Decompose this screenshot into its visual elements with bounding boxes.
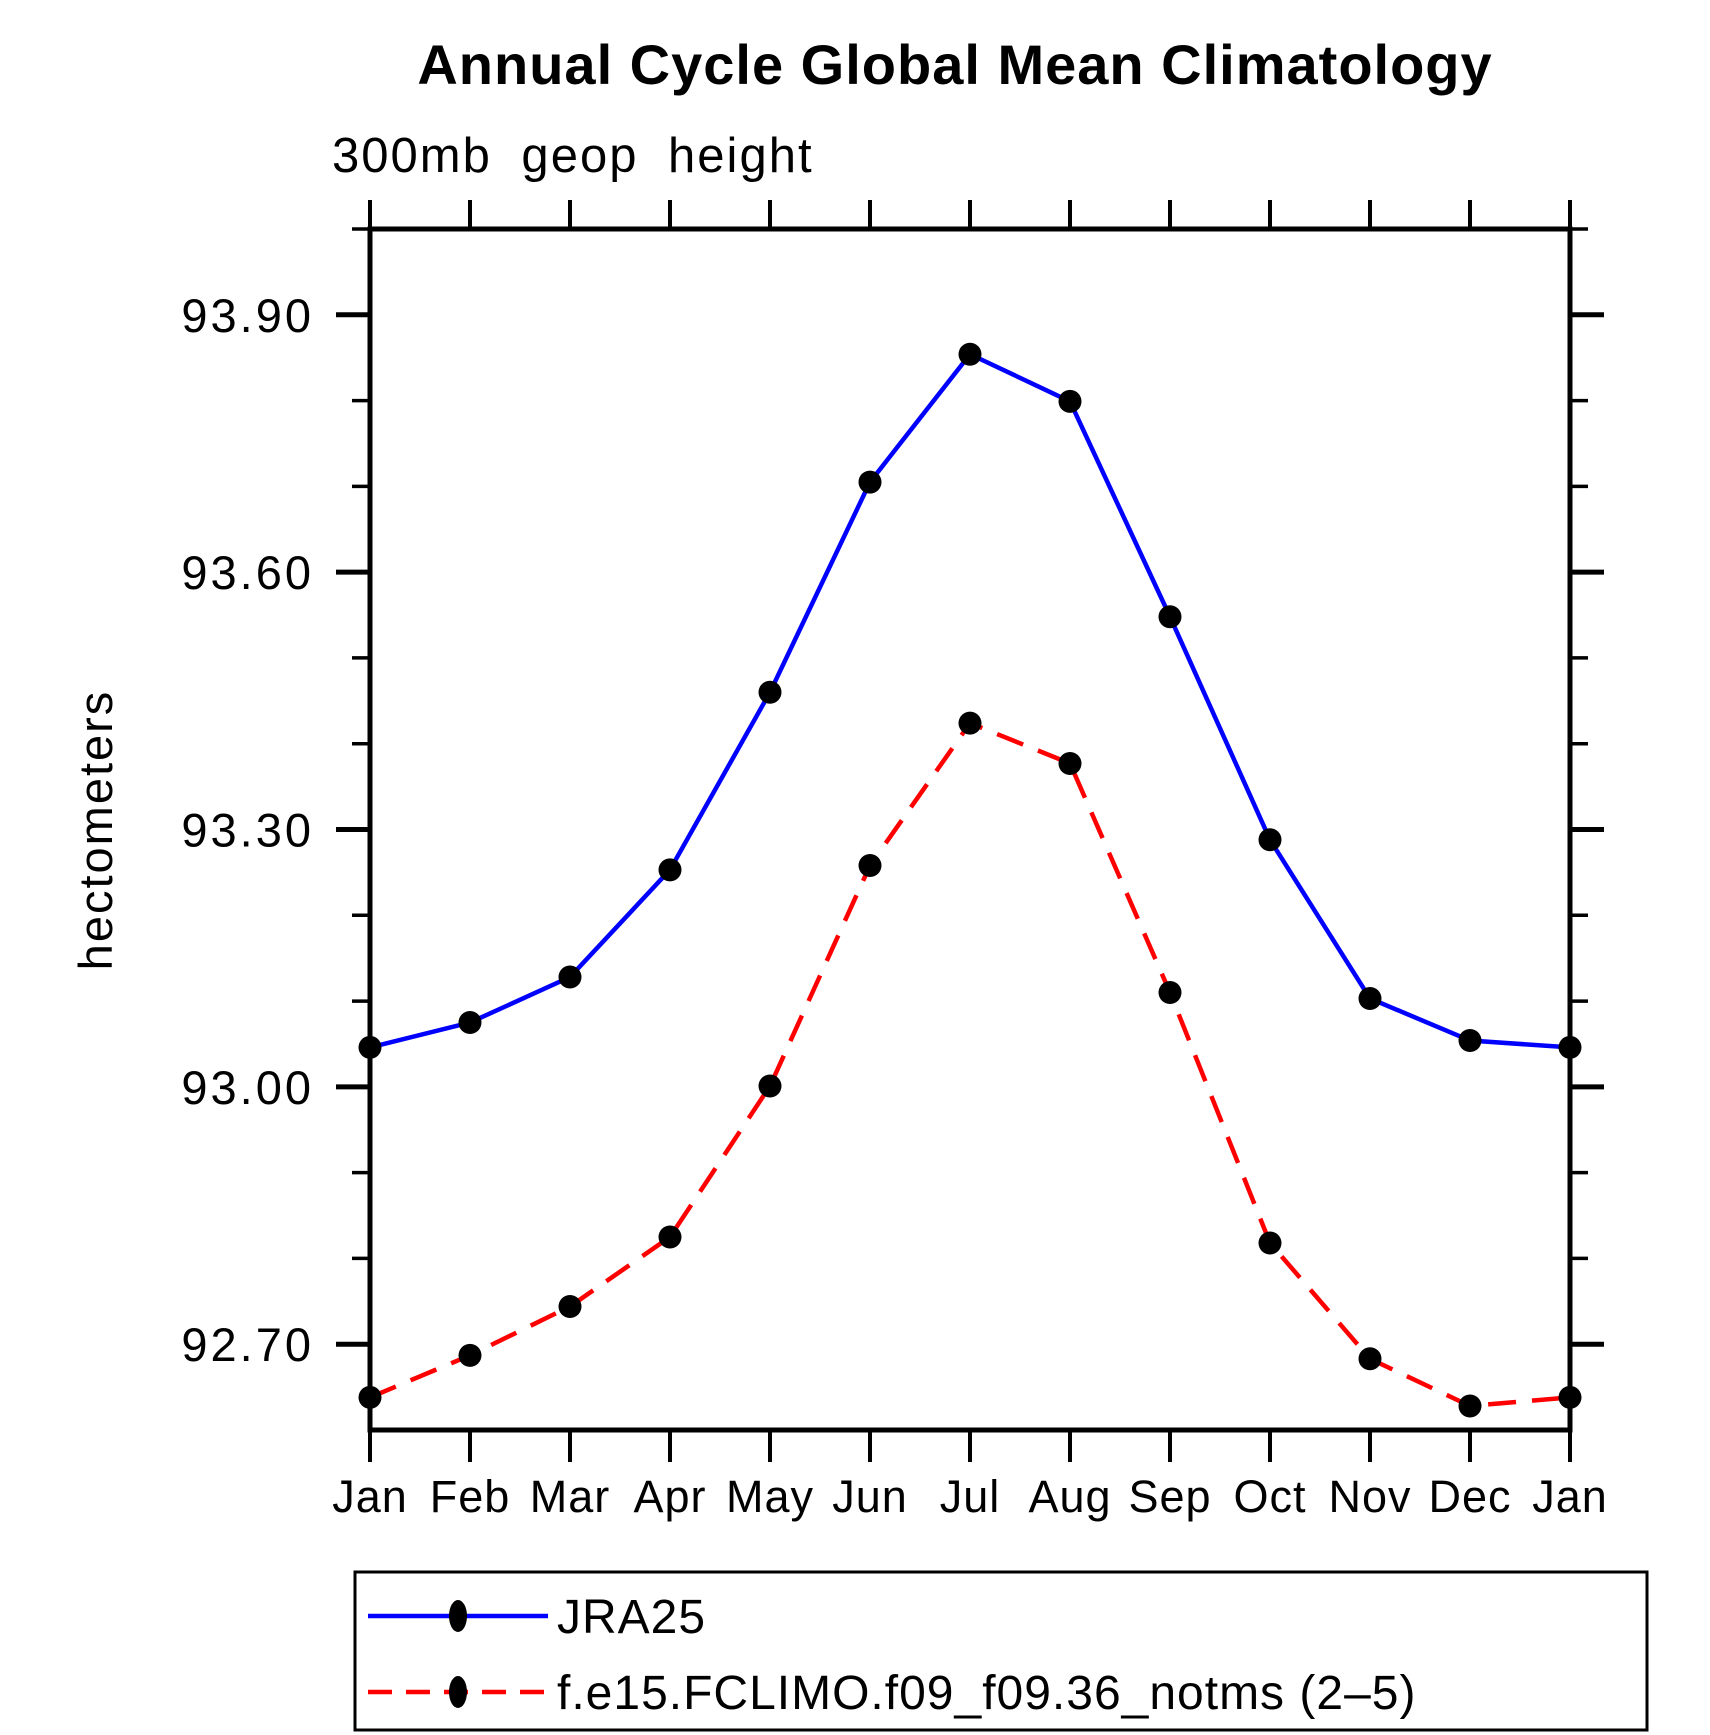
data-point-marker <box>1458 1029 1482 1053</box>
chart-title: Annual Cycle Global Mean Climatology <box>417 33 1492 96</box>
data-point-marker <box>558 965 582 989</box>
y-axis-label: hectometers <box>69 690 122 971</box>
legend: JRA25 f.e15.FCLIMO.f09_f09.36_notms (2–5) <box>353 1570 1649 1732</box>
data-point-marker <box>1058 751 1082 775</box>
data-point-marker <box>1258 1231 1282 1255</box>
x-tick-label: Sep <box>1128 1471 1211 1522</box>
legend-label: f.e15.FCLIMO.f09_f09.36_notms (2–5) <box>557 1667 1416 1720</box>
legend-marker <box>449 1676 467 1708</box>
x-tick-label: Feb <box>430 1471 511 1522</box>
data-point-marker <box>458 1343 482 1367</box>
x-tick-label: Jan <box>332 1471 408 1522</box>
data-point-marker <box>358 1385 382 1409</box>
y-tick-label: 93.60 <box>181 546 314 599</box>
data-point-marker <box>458 1011 482 1035</box>
x-tick-label: Apr <box>633 1471 706 1522</box>
data-point-marker <box>958 342 982 366</box>
plot-area: Jan Feb Mar Apr May Jun Jul Aug Sep Oct Nov Dec Jan 9… <box>181 200 1607 1522</box>
x-tick-label: Nov <box>1328 1471 1411 1522</box>
y-tick-label: 93.00 <box>181 1061 314 1114</box>
x-tick-label: May <box>726 1471 814 1522</box>
data-point-marker <box>1558 1035 1582 1059</box>
y-tick-label: 93.90 <box>181 289 314 342</box>
data-point-marker <box>1358 1347 1382 1371</box>
data-point-marker <box>1358 986 1382 1010</box>
x-tick-label: Jan <box>1532 1471 1608 1522</box>
x-tick-label: Aug <box>1028 1471 1111 1522</box>
data-point-marker <box>658 858 682 882</box>
legend-label: JRA25 <box>557 1591 706 1644</box>
x-tick-label: Jul <box>940 1471 1001 1522</box>
data-point-marker <box>1558 1385 1582 1409</box>
x-tick-label: Mar <box>530 1471 611 1522</box>
x-tick-label: Dec <box>1428 1471 1511 1522</box>
data-point-marker <box>958 711 982 735</box>
data-point-marker <box>1158 605 1182 629</box>
data-point-marker <box>1458 1394 1482 1418</box>
legend-marker <box>449 1600 467 1632</box>
legend-box <box>353 1570 1649 1732</box>
data-point-marker <box>358 1035 382 1059</box>
data-point-marker <box>558 1294 582 1318</box>
y-tick-label: 92.70 <box>181 1318 314 1371</box>
x-tick-label: Jun <box>832 1471 908 1522</box>
y-tick-label: 93.30 <box>181 804 314 857</box>
data-point-marker <box>858 470 882 494</box>
data-point-marker <box>758 1074 782 1098</box>
data-point-marker <box>658 1225 682 1249</box>
data-point-marker <box>858 854 882 878</box>
data-point-marker <box>1058 389 1082 413</box>
chart-subtitle: 300mb geop height <box>332 129 814 183</box>
data-point-marker <box>1158 980 1182 1004</box>
data-point-marker <box>758 680 782 704</box>
x-tick-label: Oct <box>1233 1471 1306 1522</box>
data-point-marker <box>1258 828 1282 852</box>
